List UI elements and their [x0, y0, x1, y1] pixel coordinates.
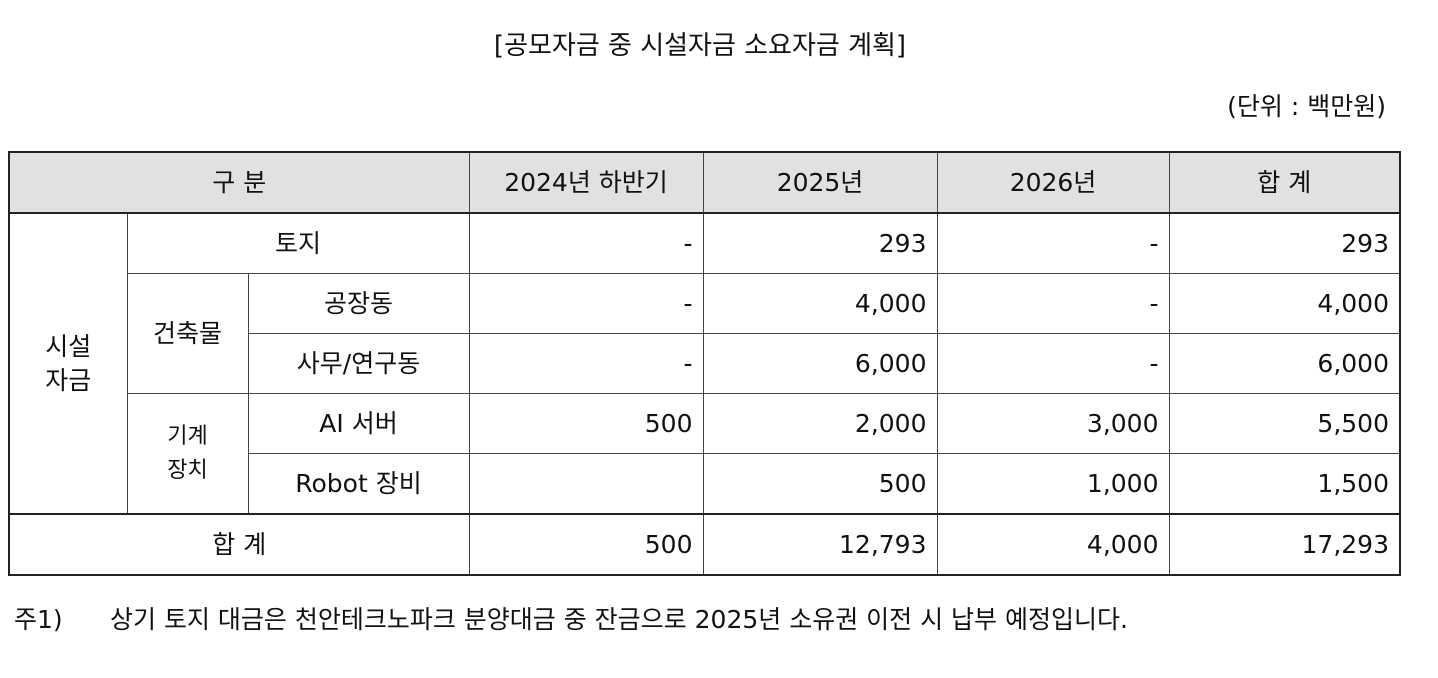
subgroup-label-line1: 기계: [167, 423, 208, 449]
cell-2025: 6,000: [702, 333, 938, 394]
table-total-row: 합 계 500 12,793 4,000 17,293: [8, 513, 1401, 576]
row-label: Robot 장비: [247, 453, 470, 515]
cell-2024-h2: 500: [468, 393, 704, 454]
table-row-ai-server: 기계 장치 AI 서버 500 2,000 3,000 5,500: [9, 393, 1401, 515]
table-row-robot-equipment: Robot 장비 500 1,000 1,500: [9, 453, 1401, 515]
cell-total: 293: [1168, 212, 1401, 274]
group-label-line2: 자금: [45, 365, 92, 395]
cell-2024-h2: -: [468, 212, 704, 274]
total-2024-h2: 500: [468, 513, 704, 576]
total-label: 합 계: [8, 513, 470, 576]
footnote: 주1) 상기 토지 대금은 천안테크노파크 분양대금 중 잔금으로 2025년 소…: [14, 602, 1128, 638]
cell-2025: 500: [702, 453, 938, 515]
header-total: 합 계: [1168, 151, 1401, 214]
row-label: 공장동: [247, 273, 470, 334]
header-2024-h2: 2024년 하반기: [468, 151, 704, 214]
cell-2025: 4,000: [702, 273, 938, 334]
group-facility-funds: 시설 자금: [8, 212, 128, 515]
row-label: 사무/연구동: [247, 333, 470, 394]
cell-total: 1,500: [1168, 453, 1401, 515]
cell-2026: -: [936, 273, 1170, 334]
cell-2026: -: [936, 333, 1170, 394]
row-label: AI 서버: [247, 393, 470, 454]
total-2026: 4,000: [936, 513, 1170, 576]
cell-2024-h2: [468, 453, 704, 515]
subgroup-machinery: 기계 장치: [126, 393, 249, 515]
cell-2026: -: [936, 212, 1170, 274]
header-2025: 2025년: [702, 151, 938, 214]
group-label-line1: 시설: [45, 331, 92, 361]
footnote-text: 상기 토지 대금은 천안테크노파크 분양대금 중 잔금으로 2025년 소유권 …: [110, 605, 1128, 634]
header-category: 구 분: [8, 151, 470, 214]
cell-total: 4,000: [1168, 273, 1401, 334]
footnote-marker: 주1): [14, 605, 63, 634]
cell-2026: 3,000: [936, 393, 1170, 454]
document-title: [공모자금 중 시설자금 소요자금 계획]: [493, 31, 907, 61]
row-label: 토지: [126, 212, 470, 274]
cell-2026: 1,000: [936, 453, 1170, 515]
unit-label: (단위 : 백만원): [1227, 92, 1386, 121]
table-row-office-lab: 사무/연구동 - 6,000 - 6,000: [9, 333, 1401, 394]
subgroup-label-line2: 장치: [167, 457, 208, 483]
cell-2025: 2,000: [702, 393, 938, 454]
cell-2024-h2: -: [468, 333, 704, 394]
cell-2025: 293: [702, 212, 938, 274]
table-header-row: 구 분 2024년 하반기 2025년 2026년 합 계: [8, 151, 1401, 214]
table-row-factory: 건축물 공장동 - 4,000 - 4,000: [9, 273, 1401, 394]
header-2026: 2026년: [936, 151, 1170, 214]
subgroup-building: 건축물: [126, 273, 249, 394]
total-2025: 12,793: [702, 513, 938, 576]
total-sum: 17,293: [1168, 513, 1401, 576]
cell-total: 6,000: [1168, 333, 1401, 394]
funding-plan-table: 구 분 2024년 하반기 2025년 2026년 합 계 시설 자금 토지 -…: [8, 151, 1401, 576]
table-row-land: 시설 자금 토지 - 293 - 293: [8, 212, 1401, 515]
cell-total: 5,500: [1168, 393, 1401, 454]
cell-2024-h2: -: [468, 273, 704, 334]
